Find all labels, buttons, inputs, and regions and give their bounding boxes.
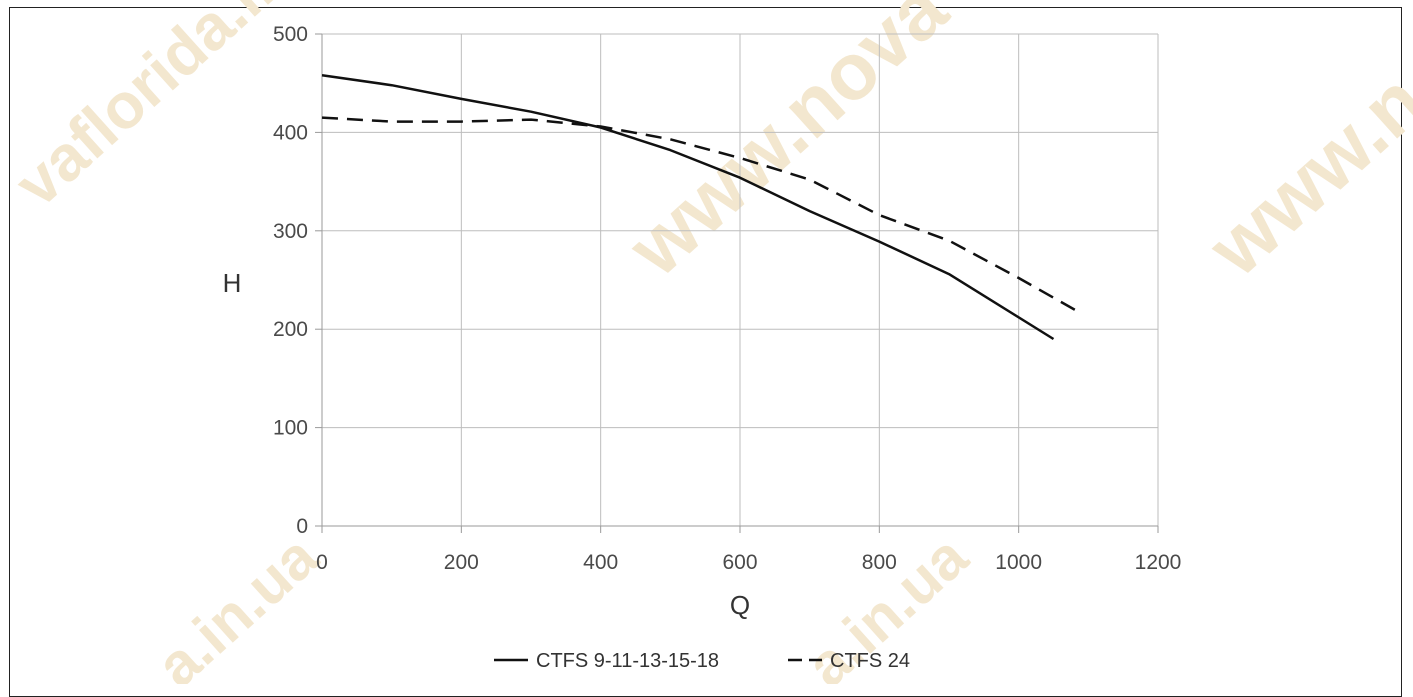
x-axis-ticks: 0 200 400 600 800 1000 1200 bbox=[316, 526, 1181, 574]
legend: CTFS 9-11-13-15-18 CTFS 24 bbox=[494, 650, 910, 672]
legend-label: CTFS 24 bbox=[830, 650, 910, 672]
y-axis-label: H bbox=[223, 268, 242, 298]
watermark-text: www.n bbox=[1191, 56, 1413, 293]
series-line-1 bbox=[321, 74, 1055, 341]
series-line-2 bbox=[321, 116, 1083, 315]
watermark-text: vaflorida.in.ua bbox=[1, 0, 372, 220]
x-tick-label: 800 bbox=[862, 551, 897, 574]
legend-label: CTFS 9-11-13-15-18 bbox=[536, 650, 719, 672]
y-tick-label: 0 bbox=[296, 515, 308, 538]
x-tick-label: 0 bbox=[316, 551, 328, 574]
watermark-text: www.nova bbox=[611, 0, 963, 293]
x-tick-label: 1200 bbox=[1135, 551, 1182, 574]
y-axis-ticks: 0 100 200 300 400 500 bbox=[273, 23, 322, 538]
y-tick-label: 200 bbox=[273, 318, 308, 341]
x-axis-label: Q bbox=[730, 590, 750, 620]
watermark-text: a.in.ua bbox=[144, 522, 331, 684]
y-tick-label: 400 bbox=[273, 121, 308, 144]
x-tick-label: 200 bbox=[444, 551, 479, 574]
y-tick-label: 300 bbox=[273, 220, 308, 243]
x-tick-label: 400 bbox=[583, 551, 618, 574]
y-tick-label: 500 bbox=[273, 23, 308, 46]
x-tick-label: 1000 bbox=[995, 551, 1042, 574]
series-layer bbox=[321, 74, 1083, 341]
y-tick-label: 100 bbox=[273, 417, 308, 440]
x-tick-label: 600 bbox=[722, 551, 757, 574]
gridlines bbox=[322, 33, 1159, 526]
